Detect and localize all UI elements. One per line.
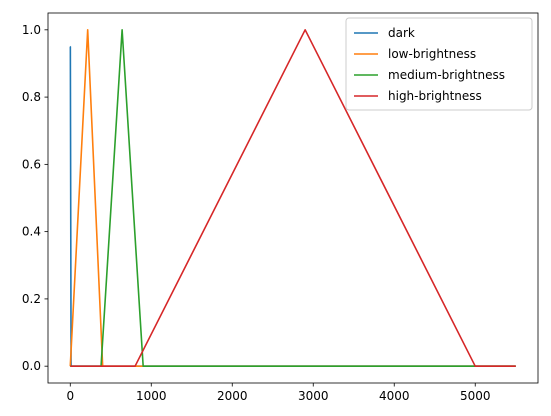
x-tick-label: 0 <box>66 389 74 403</box>
y-tick-label: 0.4 <box>22 225 41 239</box>
legend-label: dark <box>388 26 415 40</box>
series-line-high-brightness <box>70 29 516 367</box>
legend: dark low-brightness medium-brightness high-… <box>345 17 533 111</box>
y-tick-label: 1.0 <box>22 23 41 37</box>
series-layer <box>69 29 516 367</box>
y-tick-label: 0.8 <box>22 90 41 104</box>
x-tick-label: 1000 <box>136 389 167 403</box>
legend-box <box>345 17 533 111</box>
legend-label: medium-brightness <box>388 68 505 82</box>
x-tick-label: 5000 <box>460 389 491 403</box>
x-tick-label: 4000 <box>379 389 410 403</box>
axes-layer: 0 1000 2000 3000 4000 5000 0.0 0.2 0.4 0.6 0.8 1.0 <box>22 12 539 403</box>
axes-frame <box>47 12 539 384</box>
x-tick-label: 3000 <box>298 389 329 403</box>
y-tick-label: 0.0 <box>22 359 41 373</box>
legend-label: low-brightness <box>388 47 476 61</box>
legend-label: high-brightness <box>388 89 482 103</box>
y-tick-label: 0.6 <box>22 157 41 171</box>
y-tick-label: 0.2 <box>22 292 41 306</box>
x-tick-label: 2000 <box>217 389 248 403</box>
